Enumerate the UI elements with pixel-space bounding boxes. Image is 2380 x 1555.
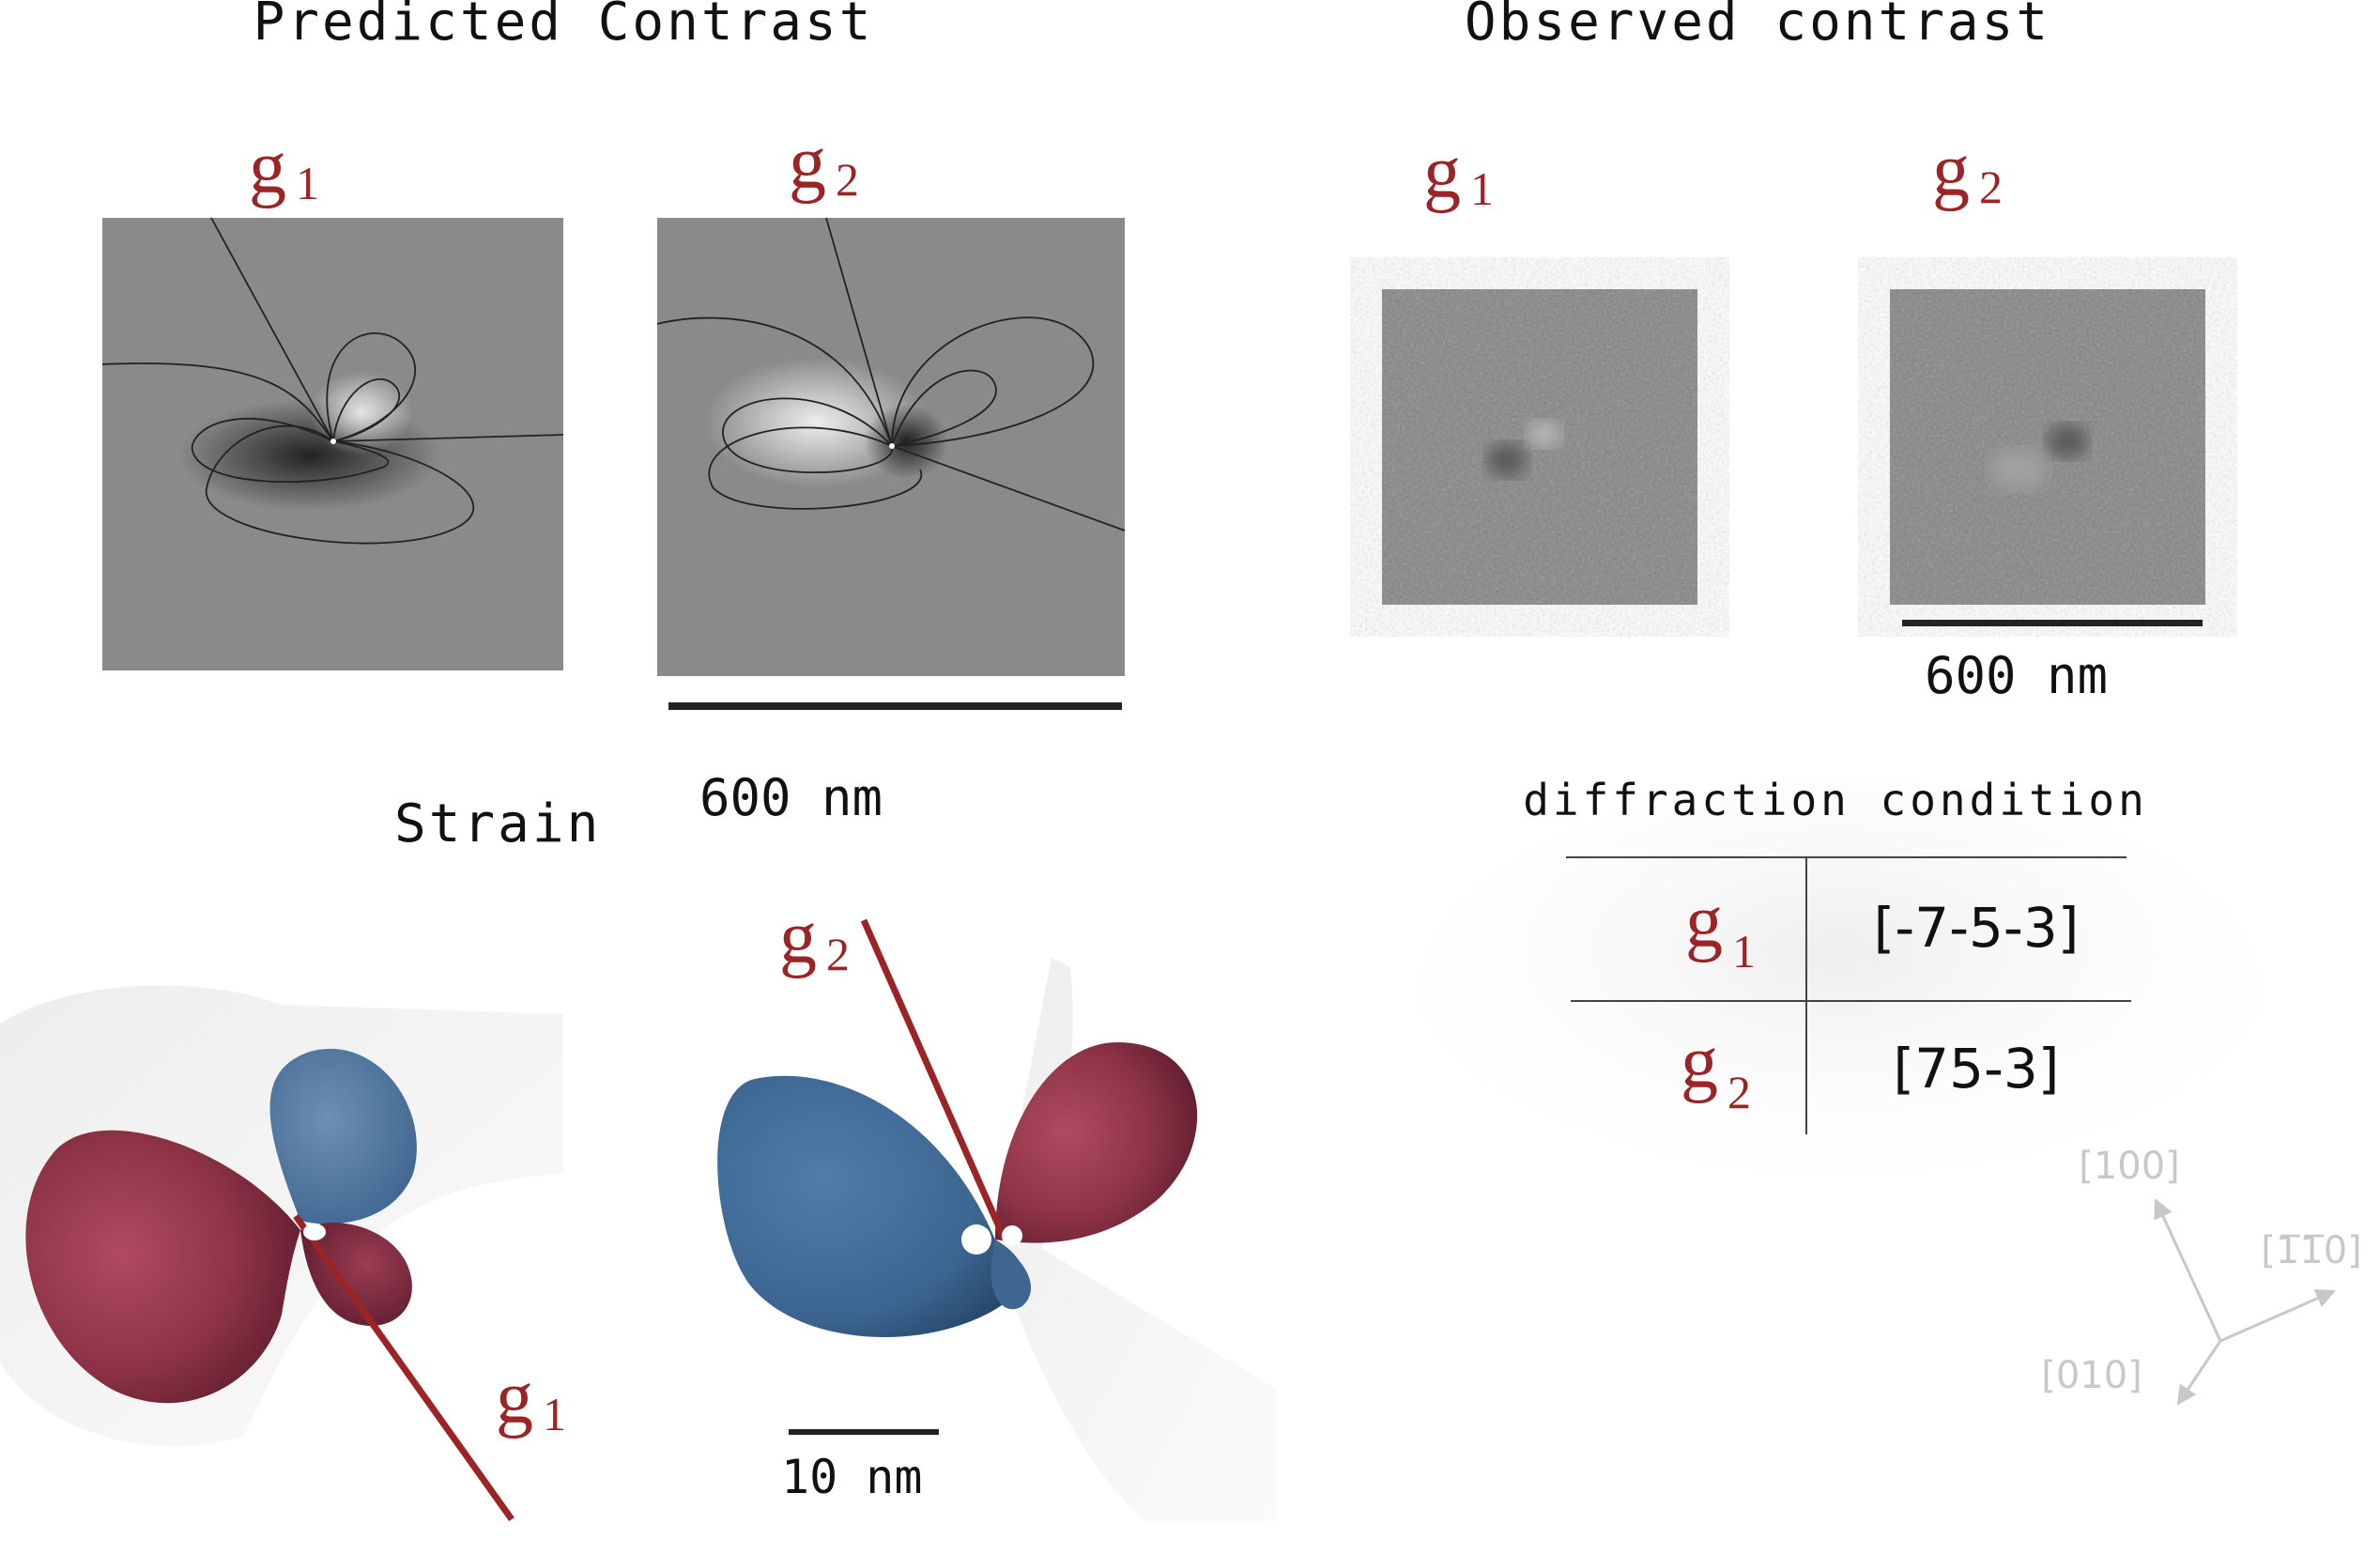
- diffraction-table: g 1 [-7-5-3] g 2 [75-3]: [1566, 856, 2131, 1134]
- strain-title: Strain: [394, 793, 601, 854]
- predicted-g2-sub: 2: [836, 153, 859, 206]
- predicted-scale-label: 600 nm: [699, 768, 883, 827]
- observed-g2-panel: [1890, 289, 2205, 605]
- axis-010-arrow: [2176, 1340, 2222, 1406]
- observed-g2-sub: 2: [1979, 161, 2003, 213]
- strain-g2-label: g: [779, 897, 817, 979]
- axis-100-label: [100]: [2079, 1145, 2180, 1188]
- strain-g1-label: g: [496, 1357, 533, 1440]
- predicted-contrast-title: Predicted Contrast: [253, 0, 874, 53]
- axis-100-arrow: [2154, 1198, 2222, 1342]
- predicted-g1-label: g: [249, 127, 286, 209]
- strain-scale-label: 10 nm: [781, 1450, 923, 1504]
- predicted-g1-panel: [101, 217, 564, 670]
- strain-g1-render: [0, 985, 563, 1522]
- axis-110-arrow: [2219, 1288, 2336, 1343]
- strain-g1-sub: 1: [543, 1388, 566, 1440]
- strain-g2-sub: 2: [826, 928, 850, 980]
- strain-scale-bar: [789, 1429, 939, 1435]
- strain-g2-render: [717, 918, 1277, 1521]
- observed-g2-label: g: [1932, 130, 1970, 212]
- observed-g1-panel: [1382, 289, 1697, 605]
- row2-value: [75-3]: [1894, 1037, 2060, 1101]
- row1-g-label: g: [1685, 881, 1723, 963]
- observed-scale-bar: [1902, 620, 2203, 626]
- axis-010-label: [010]: [2041, 1354, 2142, 1397]
- row1-value: [-7-5-3]: [1874, 896, 2080, 960]
- observed-scale-label: 600 nm: [1925, 646, 2108, 705]
- predicted-g2-panel: [656, 217, 1126, 676]
- row2-g-sub: 2: [1727, 1066, 1751, 1118]
- predicted-g1-sub: 1: [296, 157, 319, 209]
- diffraction-condition-title: diffraction condition: [1523, 775, 2148, 825]
- row1-g-sub: 1: [1732, 925, 1756, 978]
- table-background-shade: [1418, 779, 2263, 1211]
- axis-110-label: [1̅1̅0]: [2261, 1229, 2362, 1272]
- predicted-g2-label: g: [789, 122, 826, 205]
- crystal-axes-triad: [100] [1̅1̅0] [010]: [2041, 1145, 2362, 1406]
- observed-g1-label: g: [1423, 131, 1461, 214]
- table-row: g 2 [75-3]: [1681, 1022, 2059, 1118]
- predicted-scale-bar: [668, 702, 1122, 710]
- table-row: g 1 [-7-5-3]: [1685, 881, 2079, 978]
- observed-g1-sub: 1: [1470, 162, 1494, 215]
- row2-g-label: g: [1681, 1022, 1718, 1104]
- observed-contrast-title: Observed contrast: [1465, 0, 2050, 53]
